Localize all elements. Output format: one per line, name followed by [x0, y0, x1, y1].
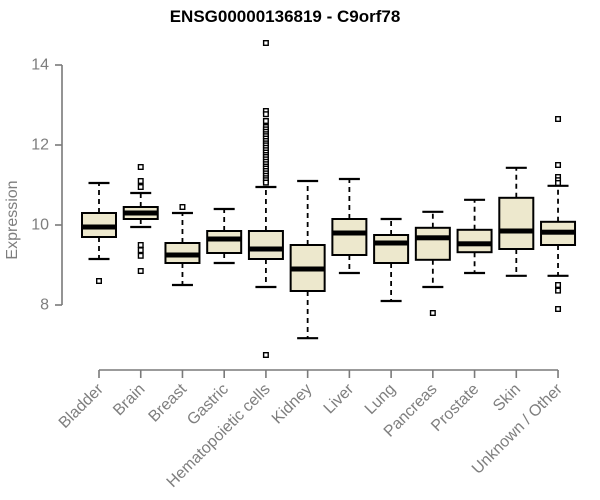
median-line	[415, 235, 450, 241]
boxplot-brain	[122, 163, 159, 275]
x-category-label-bladder: Bladder	[56, 380, 107, 431]
outlier-point	[429, 310, 436, 317]
x-category-label-kidney: Kidney	[269, 381, 316, 428]
median-line	[82, 224, 116, 230]
outlier-point	[262, 40, 269, 47]
outlier-point	[262, 111, 269, 118]
outlier-point	[137, 177, 144, 184]
median-line	[541, 229, 576, 235]
outlier-point	[137, 247, 144, 254]
median-line	[165, 252, 200, 258]
boxplot-breast	[164, 203, 201, 287]
outlier-point	[137, 163, 144, 170]
iqr-box	[414, 226, 451, 261]
x-category-label-breast: Breast	[146, 380, 191, 425]
outlier-point	[555, 306, 562, 313]
y-tick-label: 8	[40, 297, 49, 314]
outlier-point	[555, 115, 562, 122]
boxplot-skin	[498, 166, 535, 277]
y-tick-label: 10	[31, 217, 49, 234]
median-line	[499, 228, 534, 234]
outlier-point	[555, 161, 562, 168]
outlier-point	[555, 282, 562, 289]
outlier-point	[555, 179, 562, 186]
outlier-point	[262, 352, 269, 359]
x-category-label-skin: Skin	[490, 381, 524, 415]
y-tick-label: 12	[31, 137, 49, 154]
median-line	[290, 266, 325, 272]
y-axis: 8 10 12 14 Expression	[4, 57, 63, 314]
outlier-point	[555, 287, 562, 294]
outlier-point	[137, 241, 144, 248]
median-line	[207, 236, 242, 242]
median-line	[374, 240, 409, 246]
boxplot-pancreas	[414, 210, 451, 317]
outlier-point	[179, 203, 186, 210]
iqr-box	[373, 234, 410, 264]
median-line	[248, 246, 283, 252]
boxplot-prostate	[456, 198, 493, 275]
outlier-point	[262, 117, 269, 124]
median-line	[123, 210, 158, 216]
y-tick-label: 14	[31, 57, 49, 74]
boxplot-bladder	[81, 181, 117, 285]
iqr-box	[498, 196, 535, 251]
iqr-box	[247, 230, 284, 260]
outlier-point	[137, 183, 144, 190]
iqr-box	[331, 218, 368, 256]
y-axis-title: Expression	[4, 180, 21, 259]
x-category-label-liver: Liver	[321, 380, 358, 417]
median-line	[332, 230, 367, 236]
outlier-point	[137, 252, 144, 259]
boxplot-gastric	[206, 207, 243, 265]
x-category-label-brain: Brain	[110, 381, 148, 419]
outlier-point	[95, 278, 102, 285]
median-line	[457, 241, 492, 247]
iqr-box	[456, 228, 493, 254]
outlier-point	[262, 179, 269, 186]
outlier-point	[137, 268, 144, 275]
x-category-label-lung: Lung	[362, 381, 399, 418]
boxplot-hematopoietic-cells	[247, 40, 284, 359]
chart-title: ENSG00000136819 - C9orf78	[169, 7, 401, 26]
boxplot-liver	[331, 177, 368, 275]
boxplot-lung	[373, 217, 410, 303]
iqr-box	[206, 230, 243, 254]
boxplot-unknown-other	[540, 115, 577, 313]
boxplot-kidney	[289, 179, 326, 340]
